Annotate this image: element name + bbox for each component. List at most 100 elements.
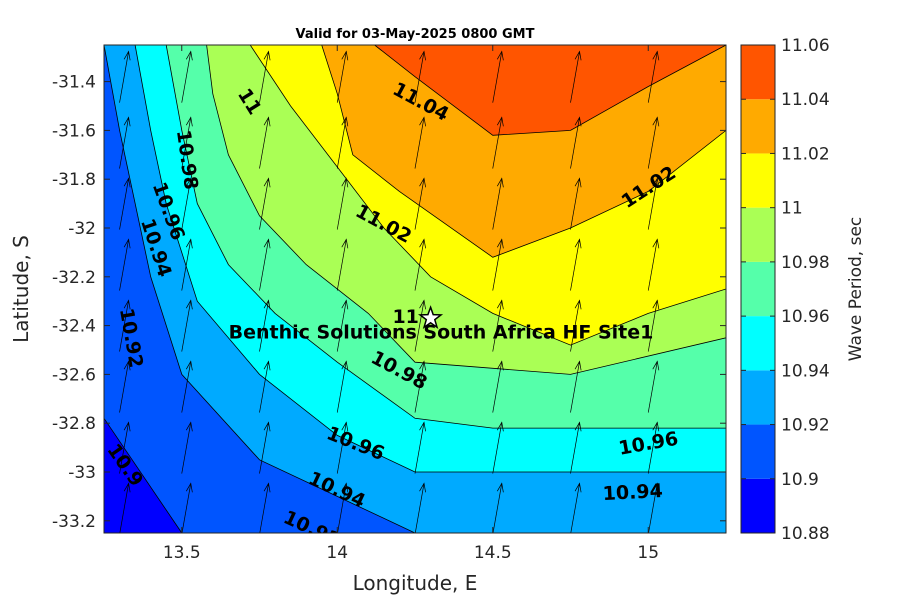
arrow-head <box>123 360 131 371</box>
arrow-shaft <box>492 300 503 352</box>
arrow-shaft <box>492 422 503 474</box>
arrow-shaft <box>259 117 269 169</box>
arrow-shaft <box>259 422 269 474</box>
arrow-head <box>263 421 271 432</box>
wave-arrow <box>647 360 660 413</box>
site-marker-group: Benthic Solutions South Africa HF Site1 <box>229 305 653 343</box>
wave-arrow <box>414 360 426 413</box>
arrow-shaft <box>259 300 269 352</box>
wave-arrow <box>259 482 271 533</box>
arrow-shaft <box>181 422 192 474</box>
x-axis-ticks: 13.5 14 14.5 15 <box>163 45 659 563</box>
arrow-head <box>263 177 271 188</box>
arrow-head <box>419 177 426 188</box>
wave-arrow <box>119 238 131 291</box>
arrow-shaft <box>336 178 347 230</box>
x-tick-label: 14 <box>326 543 348 563</box>
arrow-head <box>185 360 193 371</box>
wave-arrow <box>259 116 271 169</box>
colorbar-swatch <box>741 424 775 479</box>
wave-arrow <box>414 177 426 230</box>
arrow-head <box>574 177 582 188</box>
wave-arrow <box>181 50 193 103</box>
arrow-shaft <box>259 483 269 533</box>
colorbar-tick-label: 11.04 <box>781 90 830 110</box>
arrow-head <box>496 299 504 310</box>
arrow-shaft <box>337 483 347 533</box>
arrow-shaft <box>570 239 580 291</box>
arrow-head <box>185 50 193 61</box>
wave-arrow <box>570 421 582 474</box>
arrow-head <box>496 116 504 127</box>
wave-arrow <box>414 116 426 169</box>
wave-arrow <box>570 238 582 291</box>
arrow-shaft <box>414 51 425 103</box>
arrow-shaft <box>414 300 425 352</box>
arrow-shaft <box>336 51 347 103</box>
wave-arrow <box>647 421 660 474</box>
arrow-shaft <box>570 117 580 169</box>
contour-label: 11 <box>392 306 418 328</box>
wave-arrow <box>259 238 271 291</box>
arrow-head <box>496 238 504 249</box>
wave-arrow <box>119 482 131 533</box>
wave-arrow <box>336 360 349 413</box>
arrow-shaft <box>119 361 129 413</box>
arrow-head <box>574 421 582 432</box>
arrow-shaft <box>119 239 129 291</box>
plot-area: 11.0411.0211.021110.9810.9610.9410.9210.… <box>103 44 727 534</box>
wave-arrow <box>336 177 349 230</box>
wave-arrow <box>119 50 131 103</box>
x-tick-label: 13.5 <box>163 543 201 563</box>
arrow-head <box>185 116 193 127</box>
arrow-head <box>419 421 426 432</box>
wave-arrow <box>337 482 349 533</box>
y-tick-label: -31.8 <box>52 170 96 190</box>
arrow-head <box>263 482 271 493</box>
colorbar-swatch <box>741 153 775 208</box>
arrow-head <box>341 177 349 188</box>
arrow-head <box>123 177 131 188</box>
arrow-shaft <box>119 483 129 533</box>
arrow-head <box>123 482 131 493</box>
arrow-head <box>652 421 660 432</box>
arrow-head <box>652 482 660 493</box>
arrow-shaft <box>647 361 658 413</box>
arrow-head <box>419 482 426 493</box>
arrow-shaft <box>492 239 503 291</box>
arrow-head <box>185 421 193 432</box>
wave-arrow <box>259 50 271 103</box>
contour-line <box>206 45 726 375</box>
arrow-head <box>263 50 271 61</box>
wave-arrow <box>336 238 349 291</box>
arrow-shaft <box>259 239 269 291</box>
wave-arrow <box>259 177 271 230</box>
arrow-shaft <box>492 178 503 230</box>
arrow-shaft <box>647 422 658 474</box>
arrow-shaft <box>647 117 658 169</box>
arrow-shaft <box>570 361 580 413</box>
arrow-head <box>123 50 131 61</box>
arrow-shaft <box>259 361 269 413</box>
y-tick-label: -32.6 <box>52 365 96 385</box>
colorbar-tick-label: 11 <box>781 199 803 219</box>
wave-arrow <box>259 421 271 474</box>
contour-line <box>374 45 726 136</box>
wave-arrow <box>570 482 582 533</box>
wave-arrow <box>181 421 193 474</box>
arrow-shaft <box>492 483 503 533</box>
arrow-head <box>419 116 426 127</box>
y-tick-label: -32.8 <box>52 414 96 434</box>
wave-arrow <box>181 299 193 352</box>
y-tick-label: -33 <box>68 463 96 483</box>
arrow-head <box>574 360 582 371</box>
arrow-head <box>341 116 349 127</box>
arrow-shaft <box>181 239 192 291</box>
arrow-head <box>574 482 582 493</box>
wave-arrow <box>181 238 193 291</box>
arrow-head <box>574 50 582 61</box>
wave-arrow <box>336 50 349 103</box>
chart-title: Valid for 03-May-2025 0800 GMT <box>296 27 535 42</box>
arrow-shaft <box>119 117 129 169</box>
